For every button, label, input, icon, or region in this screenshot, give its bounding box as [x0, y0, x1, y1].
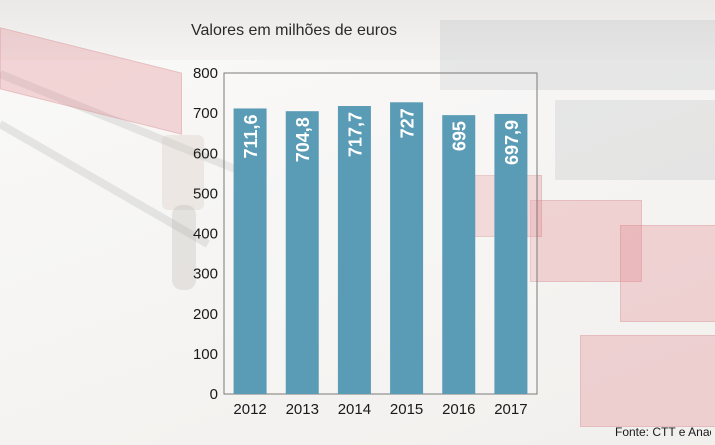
worker-vest: [162, 135, 204, 210]
y-tick-label: 700: [193, 105, 218, 122]
y-tick-label: 300: [193, 266, 218, 283]
bar: [494, 113, 528, 395]
y-axis: 0 100 200 300 400 500 600 700 800: [193, 65, 218, 403]
x-tick-label: 2017: [494, 401, 527, 418]
bar: [442, 115, 476, 394]
bars: 711,6 704,8 717,7 727 695 697,9: [233, 102, 528, 395]
bar-value-label: 697,9: [502, 120, 522, 165]
y-tick-label: 800: [193, 65, 218, 82]
bar-value-label: 695: [450, 121, 470, 151]
bar: [390, 102, 424, 394]
red-crate: [530, 200, 642, 282]
x-axis: 2012 2013 2014 2015 2016 2017: [233, 401, 527, 418]
bar: [337, 106, 371, 394]
y-tick-label: 100: [193, 346, 218, 363]
warehouse-ceiling: [0, 0, 715, 60]
y-tick-label: 0: [210, 386, 218, 403]
bar-value-label: 717,7: [345, 112, 365, 157]
sorting-machine: [555, 100, 715, 180]
x-tick-label: 2013: [286, 401, 319, 418]
x-tick-label: 2012: [233, 401, 266, 418]
y-tick-label: 200: [193, 306, 218, 323]
y-tick-label: 500: [193, 185, 218, 202]
sorting-machine: [440, 20, 715, 90]
bar: [233, 108, 267, 395]
plot-area: [223, 72, 538, 395]
source-note: Fonte: CTT e Anacom: [615, 425, 711, 439]
x-tick-label: 2014: [338, 401, 371, 418]
red-crate: [580, 335, 715, 427]
y-tick-label: 400: [193, 226, 218, 243]
x-tick-label: 2016: [442, 401, 475, 418]
bar-value-label: 704,8: [293, 117, 313, 162]
bar-value-label: 727: [398, 108, 418, 138]
y-tick-label: 600: [193, 145, 218, 162]
chart-title: Valores em milhões de euros: [191, 22, 398, 39]
red-crate: [620, 225, 715, 322]
x-tick-label: 2015: [390, 401, 423, 418]
bar: [285, 111, 319, 394]
bar-value-label: 711,6: [241, 114, 261, 158]
worker-legs: [172, 205, 196, 290]
